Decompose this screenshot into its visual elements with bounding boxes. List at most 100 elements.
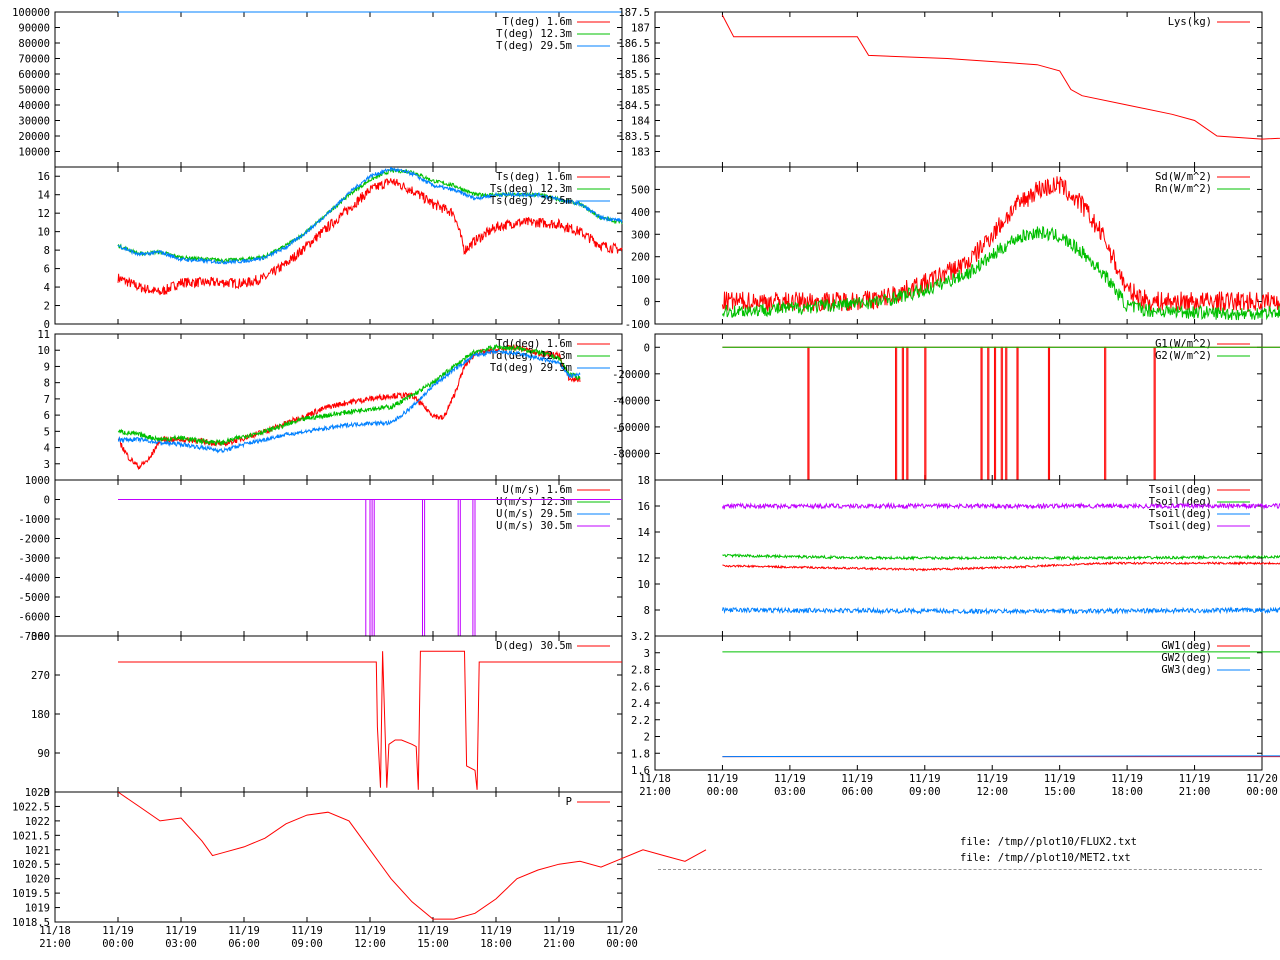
series-line (721, 176, 1280, 312)
x-tick-label: 21:00 (1179, 786, 1211, 798)
legend-label: Rn(W/m^2) (1155, 183, 1212, 195)
y-tick-label: 1023 (25, 787, 50, 799)
y-tick-label: -6000 (18, 612, 50, 624)
legend-label: T(deg) 12.3m (496, 28, 572, 40)
series-line (117, 178, 623, 296)
y-tick-label: 300 (631, 229, 650, 241)
y-tick-label: 2.4 (631, 698, 650, 710)
y-tick-label: 183 (631, 147, 650, 159)
y-tick-label: -7000 (18, 631, 50, 643)
y-tick-label: 16 (637, 501, 650, 513)
y-tick-label: 184 (631, 116, 650, 128)
panel-frame-R1 (654, 11, 1263, 168)
y-tick-label: 1.6 (631, 765, 650, 777)
x-tick-label: 00:00 (606, 938, 638, 950)
y-tick-label: 5 (44, 426, 50, 438)
series-line (722, 560, 1280, 572)
x-tick-label: 12:00 (976, 786, 1008, 798)
panel-frame-L2 (54, 166, 623, 325)
y-tick-label: -2000 (18, 534, 50, 546)
y-tick-label: 3 (644, 648, 650, 660)
x-tick-label: 11/19 (228, 925, 260, 937)
y-tick-label: -4000 (18, 573, 50, 585)
y-tick-label: 3 (44, 459, 50, 471)
y-tick-label: 10000 (18, 147, 50, 159)
series-line (117, 791, 707, 920)
y-tick-label: 4 (44, 443, 50, 455)
x-tick-label: 03:00 (165, 938, 197, 950)
y-tick-label: -100 (625, 319, 650, 331)
y-tick-label: 0 (44, 319, 50, 331)
y-tick-label: 186.5 (618, 38, 650, 50)
y-tick-label: 8 (44, 378, 50, 390)
y-tick-label: 360 (31, 631, 50, 643)
dashed-separator (658, 869, 1262, 870)
y-tick-label: 500 (631, 184, 650, 196)
y-tick-label: 187.5 (618, 7, 650, 19)
y-tick-label: -80000 (612, 448, 650, 460)
y-tick-label: 80000 (18, 38, 50, 50)
legend-label: GW2(deg) (1161, 652, 1212, 664)
legend-label: Td(deg) 1.6m (496, 338, 572, 350)
x-tick-label: 11/19 (1111, 773, 1143, 785)
y-tick-label: 11 (37, 329, 50, 341)
y-tick-label: 10 (37, 227, 50, 239)
y-tick-label: 0 (44, 787, 50, 799)
y-tick-label: 14 (637, 527, 650, 539)
series-spike (987, 346, 990, 481)
y-tick-label: 8 (44, 245, 50, 257)
y-tick-label: 10 (37, 345, 50, 357)
y-tick-label: 2.2 (631, 715, 650, 727)
y-tick-label: 12 (37, 208, 50, 220)
x-tick-label: 11/19 (102, 925, 134, 937)
x-tick-label: 21:00 (639, 786, 671, 798)
y-tick-label: 10 (637, 579, 650, 591)
x-tick-label: 06:00 (842, 786, 874, 798)
legend-label: GW1(deg) (1161, 640, 1212, 652)
file-label-met: file: /tmp//plot10/MET2.txt (960, 852, 1131, 864)
legend-label: Td(deg) 29.5m (490, 362, 572, 374)
y-tick-label: 1020 (25, 874, 50, 886)
x-tick-label: 09:00 (909, 786, 941, 798)
y-tick-label: 200 (631, 252, 650, 264)
y-tick-label: 2 (644, 732, 650, 744)
x-tick-label: 06:00 (228, 938, 260, 950)
legend-label: D(deg) 30.5m (496, 640, 572, 652)
x-tick-label: 00:00 (707, 786, 739, 798)
series-line (721, 225, 1280, 321)
y-tick-label: 20000 (18, 131, 50, 143)
series-spike (901, 346, 904, 481)
legend-label: GW3(deg) (1161, 664, 1212, 676)
y-tick-label: 60000 (18, 69, 50, 81)
legend-label: Tsoil(deg) (1149, 508, 1212, 520)
y-tick-label: 0 (44, 495, 50, 507)
legend-label: Tsoil(deg) (1149, 520, 1212, 532)
legend-label: Ts(deg) 29.5m (490, 195, 572, 207)
y-tick-label: 50000 (18, 85, 50, 97)
x-tick-label: 11/18 (639, 773, 671, 785)
series-spike (422, 499, 426, 637)
y-tick-label: 1021.5 (12, 830, 50, 842)
series-spike (1047, 346, 1051, 481)
series-spike (906, 346, 909, 481)
y-tick-label: 100000 (12, 7, 50, 19)
y-tick-label: 70000 (18, 54, 50, 66)
y-tick-label: 6 (44, 264, 50, 276)
y-tick-label: 18 (637, 475, 650, 487)
y-tick-label: 1.8 (631, 748, 650, 760)
series-line (118, 650, 622, 790)
x-tick-label: 11/19 (354, 925, 386, 937)
x-tick-label: 11/19 (291, 925, 323, 937)
x-tick-label: 12:00 (354, 938, 386, 950)
y-tick-label: -60000 (612, 422, 650, 434)
series-line (117, 343, 581, 447)
series-line (117, 348, 581, 454)
x-tick-label: 11/19 (1044, 773, 1076, 785)
series-spike (1005, 346, 1008, 481)
legend-label: G1(W/m^2) (1155, 338, 1212, 350)
y-tick-label: -3000 (18, 553, 50, 565)
x-tick-label: 11/19 (165, 925, 197, 937)
x-tick-label: 15:00 (1044, 786, 1076, 798)
x-tick-label: 11/20 (1246, 773, 1278, 785)
y-tick-label: 2.6 (631, 681, 650, 693)
